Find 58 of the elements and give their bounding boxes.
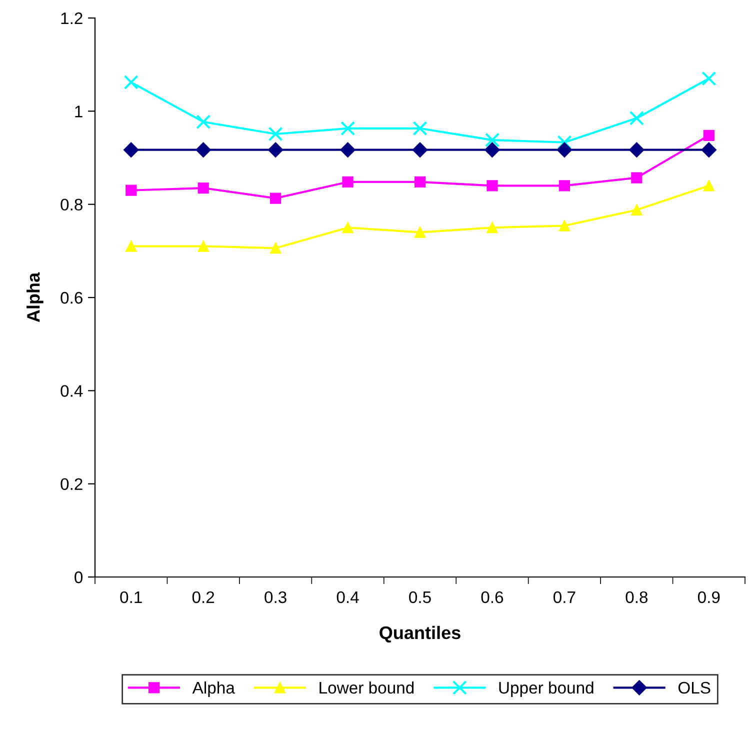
x-tick-label: 0.3: [264, 591, 286, 604]
x-tick-label: 0.7: [554, 591, 576, 604]
point: [701, 142, 716, 158]
point: [124, 142, 139, 158]
point: [629, 110, 644, 126]
point: [342, 222, 354, 234]
point: [703, 130, 714, 141]
point: [126, 240, 137, 252]
x-tick-label: 0.9: [698, 591, 720, 604]
x-tick-label: 0.6: [481, 591, 504, 604]
point: [702, 71, 716, 86]
x-tick-label: 0.8: [626, 591, 648, 604]
legend-label: Lower bound: [320, 681, 414, 694]
y-tick-label: 0: [74, 571, 83, 584]
point: [484, 132, 500, 148]
point: [270, 192, 282, 204]
x-tick-label: 0.5: [409, 591, 431, 604]
y-tick-label: 0.8: [60, 198, 82, 211]
y-tick-label: 1: [75, 106, 82, 118]
x-tick-label: 0.4: [336, 591, 359, 604]
point: [270, 242, 282, 254]
point: [268, 142, 284, 158]
point: [414, 226, 426, 238]
point: [703, 180, 714, 192]
point: [196, 142, 211, 158]
point: [340, 142, 356, 158]
point: [340, 121, 356, 136]
legend-label: Alpha: [192, 681, 235, 697]
y-tick-label: 0.6: [60, 292, 82, 304]
point: [198, 240, 209, 252]
y-axis-title: Alpha: [26, 272, 44, 322]
point: [198, 182, 209, 194]
y-tick-label: 1.2: [61, 12, 82, 24]
point: [414, 176, 426, 188]
point: [557, 135, 572, 150]
x-axis-title: Quantiles: [380, 626, 460, 643]
legend-label: Upper bound: [499, 681, 594, 697]
point: [556, 142, 572, 158]
point: [126, 184, 137, 196]
point: [631, 172, 642, 184]
point: [342, 176, 354, 188]
point: [124, 74, 138, 90]
point: [412, 142, 428, 158]
point: [629, 142, 644, 158]
point: [558, 220, 570, 232]
point: [486, 180, 498, 192]
point: [486, 222, 498, 234]
x-tick-label: 0.1: [120, 591, 142, 604]
point: [631, 204, 642, 216]
point: [196, 114, 211, 130]
point: [268, 126, 283, 142]
point: [484, 142, 500, 158]
x-tick-label: 0.2: [192, 591, 214, 604]
point: [558, 180, 570, 192]
y-tick-label: 0.2: [60, 478, 82, 490]
point: [412, 121, 428, 136]
legend-label: OLS: [678, 682, 710, 694]
y-tick-label: 0.4: [60, 385, 83, 397]
